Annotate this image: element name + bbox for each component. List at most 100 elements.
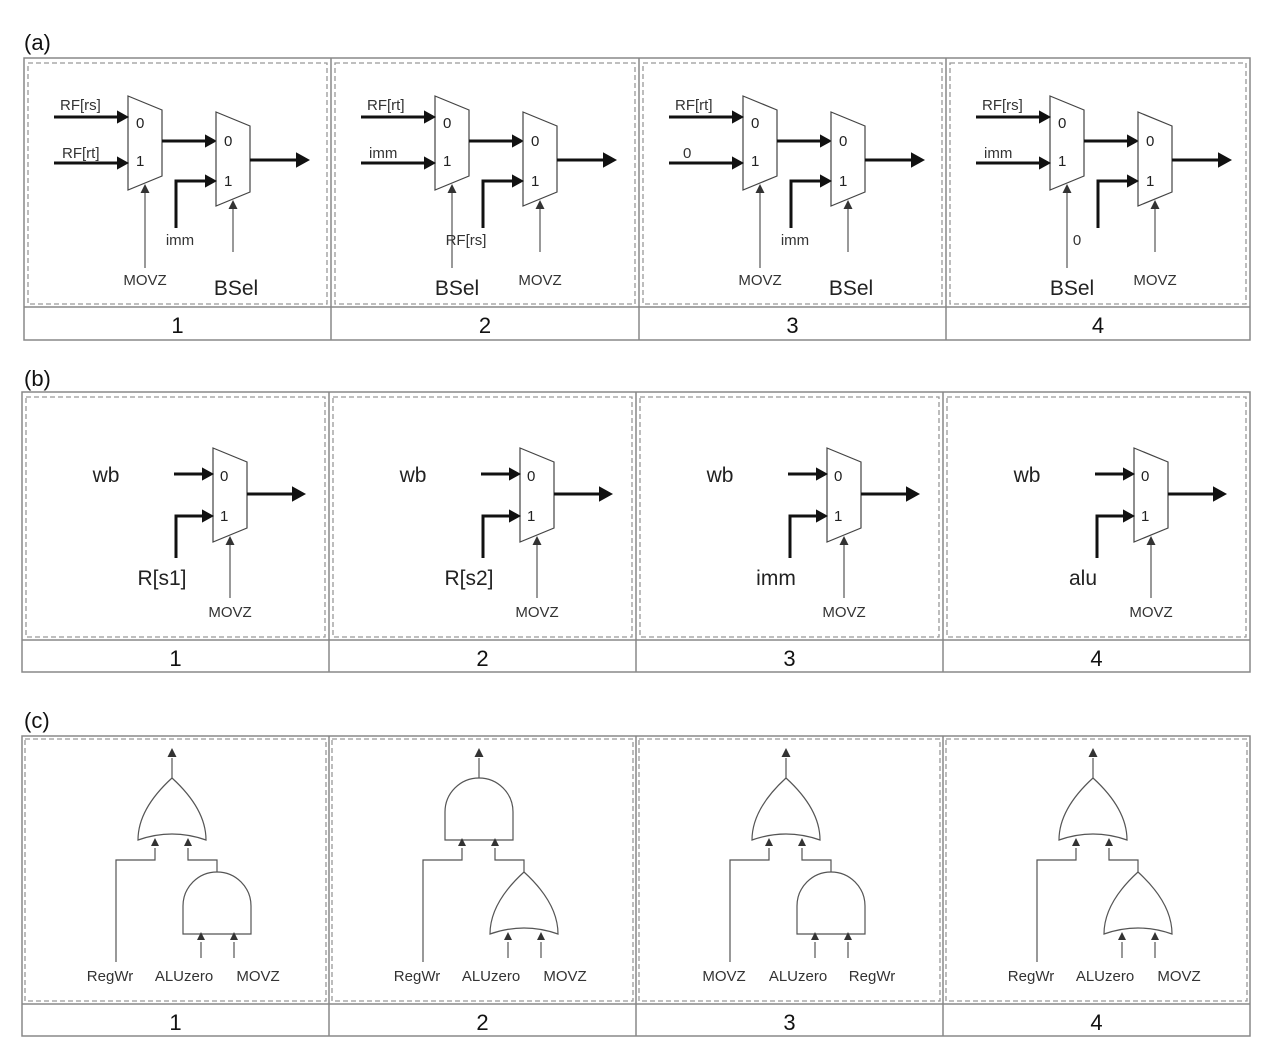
mux-input-0-label: wb (1013, 464, 1041, 487)
panel-dashed-box (946, 396, 1247, 638)
mux-1-input-1-label: imm (369, 145, 397, 162)
input-label-3: MOVZ (1157, 968, 1200, 985)
arrowhead (599, 486, 613, 502)
input-label-2: ALUzero (769, 968, 827, 985)
bottom-gate-output-wire (1108, 848, 1139, 872)
mux-input-1-label: R[s1] (137, 567, 186, 590)
arrowhead (296, 152, 310, 168)
mux-2-port-0: 0 (839, 133, 847, 150)
section-label-c: (c) (24, 708, 50, 733)
top-or-gate (751, 777, 821, 841)
arrowhead (765, 838, 773, 846)
mux-1 (742, 95, 778, 191)
mux (212, 447, 248, 543)
mux-port-0: 0 (527, 468, 535, 485)
mux-2-input-1-label: RF[rs] (446, 232, 487, 249)
mux-2-input-1-label: 0 (1073, 232, 1081, 249)
arrowhead (1105, 838, 1113, 846)
bottom-gate-output-wire (187, 848, 218, 872)
arrowhead (844, 932, 852, 940)
panel-dashed-box (24, 738, 327, 1002)
top-and-gate (444, 777, 514, 841)
input-label-2: ALUzero (462, 968, 520, 985)
mux-input-1-label: imm (756, 567, 796, 590)
panel-dashed-box (25, 396, 326, 638)
mux-1-input-0-label: RF[rs] (982, 97, 1023, 114)
panel-number: 3 (783, 1010, 795, 1035)
arrowhead (1072, 838, 1080, 846)
mux-2-input-1-label: imm (166, 232, 194, 249)
arrowhead (1127, 174, 1139, 188)
arrowhead (811, 932, 819, 940)
mux-1-port-0: 0 (136, 115, 144, 132)
mux-1-select-label: BSel (1050, 277, 1094, 300)
arrowhead (424, 156, 436, 170)
arrowhead (537, 932, 545, 940)
panel-number: 1 (169, 646, 181, 671)
bottom-or-gate (1103, 871, 1173, 935)
mux-2-port-0: 0 (531, 133, 539, 150)
arrowhead (1118, 932, 1126, 940)
arrowhead (184, 838, 192, 846)
arrowhead (512, 134, 524, 148)
input-1-wire (729, 848, 770, 962)
output-arrowhead (1088, 748, 1098, 757)
mux-1-port-1: 1 (443, 153, 451, 170)
arrowhead (230, 932, 238, 940)
input-label-2: ALUzero (155, 968, 213, 985)
mux (826, 447, 862, 543)
arrowhead (292, 486, 306, 502)
arrowhead (820, 174, 832, 188)
arrowhead (1127, 134, 1139, 148)
arrowhead (906, 486, 920, 502)
arrowhead (1062, 184, 1072, 193)
mux-2-input-1-label: imm (781, 232, 809, 249)
input-label-1: RegWr (394, 968, 440, 985)
arrowhead (1213, 486, 1227, 502)
mux-2-port-1: 1 (224, 173, 232, 190)
mux-2-port-1: 1 (839, 173, 847, 190)
mux-port-0: 0 (220, 468, 228, 485)
mux-select-label: MOVZ (208, 604, 251, 621)
arrowhead (839, 536, 849, 545)
panel-number: 4 (1092, 313, 1104, 338)
mux-select-label: MOVZ (1129, 604, 1172, 621)
panel-number: 3 (786, 313, 798, 338)
arrowhead (504, 932, 512, 940)
output-arrowhead (167, 748, 177, 757)
arrowhead (225, 536, 235, 545)
mux-2-input-1-wire (789, 179, 825, 228)
mux-2-port-1: 1 (1146, 173, 1154, 190)
mux-input-1-label: R[s2] (444, 567, 493, 590)
mux-1-select-label: MOVZ (123, 272, 166, 289)
mux-1-port-0: 0 (443, 115, 451, 132)
mux-1-input-1-label: imm (984, 145, 1012, 162)
section-label-b: (b) (24, 366, 51, 391)
mux-2 (1137, 111, 1173, 207)
mux-port-0: 0 (834, 468, 842, 485)
arrowhead (1150, 200, 1160, 209)
mux-select-label: MOVZ (822, 604, 865, 621)
mux-2 (215, 111, 251, 207)
mux-1-port-1: 1 (1058, 153, 1066, 170)
panel-number: 2 (479, 313, 491, 338)
arrowhead (843, 200, 853, 209)
arrowhead (732, 110, 744, 124)
panel-dashed-box (945, 738, 1248, 1002)
panel-dashed-box (639, 396, 940, 638)
mux-port-1: 1 (1141, 508, 1149, 525)
arrowhead (1218, 152, 1232, 168)
arrowhead (458, 838, 466, 846)
mux-1-input-1-label: 0 (683, 145, 691, 162)
input-label-1: RegWr (87, 968, 133, 985)
mux-1-select-label: BSel (435, 277, 479, 300)
panel-number: 1 (169, 1010, 181, 1035)
arrowhead (911, 152, 925, 168)
mux-2-select-label: MOVZ (1133, 272, 1176, 289)
arrowhead (140, 184, 150, 193)
arrowhead (755, 184, 765, 193)
mux-2-select-label: BSel (829, 277, 873, 300)
section-a-frame (23, 57, 1251, 341)
arrowhead (798, 838, 806, 846)
